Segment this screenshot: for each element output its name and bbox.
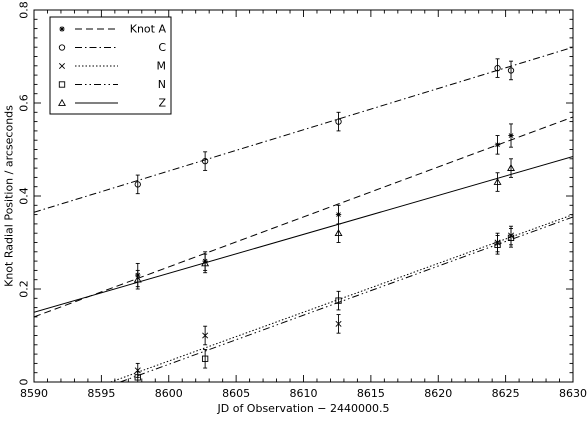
legend-label: M <box>157 60 167 73</box>
legend-entry-n: N <box>58 78 166 91</box>
marker-circle <box>335 118 342 125</box>
legend-marker-triangle <box>58 98 66 106</box>
data-point-c-0 <box>134 174 141 195</box>
x-tick-label: 8615 <box>357 387 385 400</box>
data-point-c-1 <box>201 151 209 171</box>
x-tick-label: 8620 <box>424 387 452 400</box>
marker-circle <box>201 157 209 165</box>
x-tick-label: 8590 <box>20 387 48 400</box>
legend-entry-m: M <box>58 60 167 73</box>
data-point-c-3 <box>494 58 501 78</box>
y-tick-label: 0 <box>18 379 31 386</box>
data-point-n-2 <box>335 290 342 311</box>
data-point-c-4 <box>507 60 515 81</box>
y-tick-label: 0.2 <box>18 280 31 298</box>
x-tick-label: 8605 <box>222 387 250 400</box>
legend-label: N <box>158 78 166 91</box>
legend-marker-star <box>59 26 65 32</box>
legend-label: Knot A <box>130 23 167 36</box>
y-tick-label: 0.8 <box>18 1 31 19</box>
fit-line-knot-a <box>34 116 573 318</box>
legend-label: Z <box>158 97 166 110</box>
marker-triangle <box>507 163 515 171</box>
data-point-knot-a-4 <box>508 123 514 148</box>
fit-line-m <box>110 214 573 382</box>
data-point-z-0 <box>133 269 142 290</box>
data-points <box>133 58 515 382</box>
marker-triangle <box>201 259 210 267</box>
data-point-n-0 <box>134 371 141 382</box>
axes: 8590 8595 8600 8605 8610 8615 8620 8625 8630 0 0.2… <box>18 1 587 400</box>
data-point-n-1 <box>201 349 209 369</box>
x-tick-label: 8625 <box>492 387 520 400</box>
legend-entry-knot-a: Knot A <box>59 23 166 36</box>
data-point-z-2 <box>334 223 343 243</box>
data-point-n-3 <box>494 235 501 255</box>
marker-square <box>335 297 342 304</box>
data-point-z-4 <box>507 158 515 178</box>
marker-circle <box>134 181 141 188</box>
marker-star <box>335 211 342 218</box>
marker-triangle <box>493 177 502 185</box>
marker-cross <box>202 332 209 339</box>
marker-cross <box>335 320 342 327</box>
y-tick-label: 0.4 <box>18 187 31 205</box>
legend-marker-circle <box>58 44 66 51</box>
marker-circle <box>507 67 515 74</box>
x-tick-label: 8630 <box>559 387 587 400</box>
data-point-m-2 <box>335 314 342 334</box>
marker-triangle <box>334 229 343 237</box>
marker-square <box>134 374 141 381</box>
marker-square <box>507 234 515 241</box>
marker-circle <box>494 64 501 72</box>
y-tick-label: 0.6 <box>18 94 31 112</box>
data-point-z-3 <box>493 172 502 192</box>
x-tick-label: 8595 <box>87 387 115 400</box>
legend-entry-c: C <box>58 41 166 54</box>
marker-star <box>508 132 514 139</box>
x-tick-label: 8600 <box>155 387 183 400</box>
data-point-m-1 <box>202 325 209 346</box>
data-point-c-2 <box>335 111 342 132</box>
fit-line-z <box>34 155 573 313</box>
data-point-knot-a-3 <box>494 135 501 155</box>
marker-square <box>201 355 209 362</box>
y-axis-title: Knot Radial Position / arcseconds <box>3 105 16 287</box>
data-point-z-1 <box>201 253 210 274</box>
fit-line-c <box>34 46 573 213</box>
legend-marker-square <box>58 81 66 88</box>
legend-entry-z: Z <box>58 97 166 110</box>
data-point-knot-a-2 <box>335 204 342 225</box>
marker-star <box>494 142 501 148</box>
x-axis-title: JD of Observation − 2440000.5 <box>217 402 390 415</box>
marker-triangle <box>133 275 142 283</box>
x-tick-label: 8610 <box>290 387 318 400</box>
legend-label: C <box>158 41 166 54</box>
fit-line-n <box>120 216 573 382</box>
legend-marker-cross <box>58 62 66 70</box>
marker-square <box>494 241 501 248</box>
data-point-n-4 <box>507 228 515 248</box>
